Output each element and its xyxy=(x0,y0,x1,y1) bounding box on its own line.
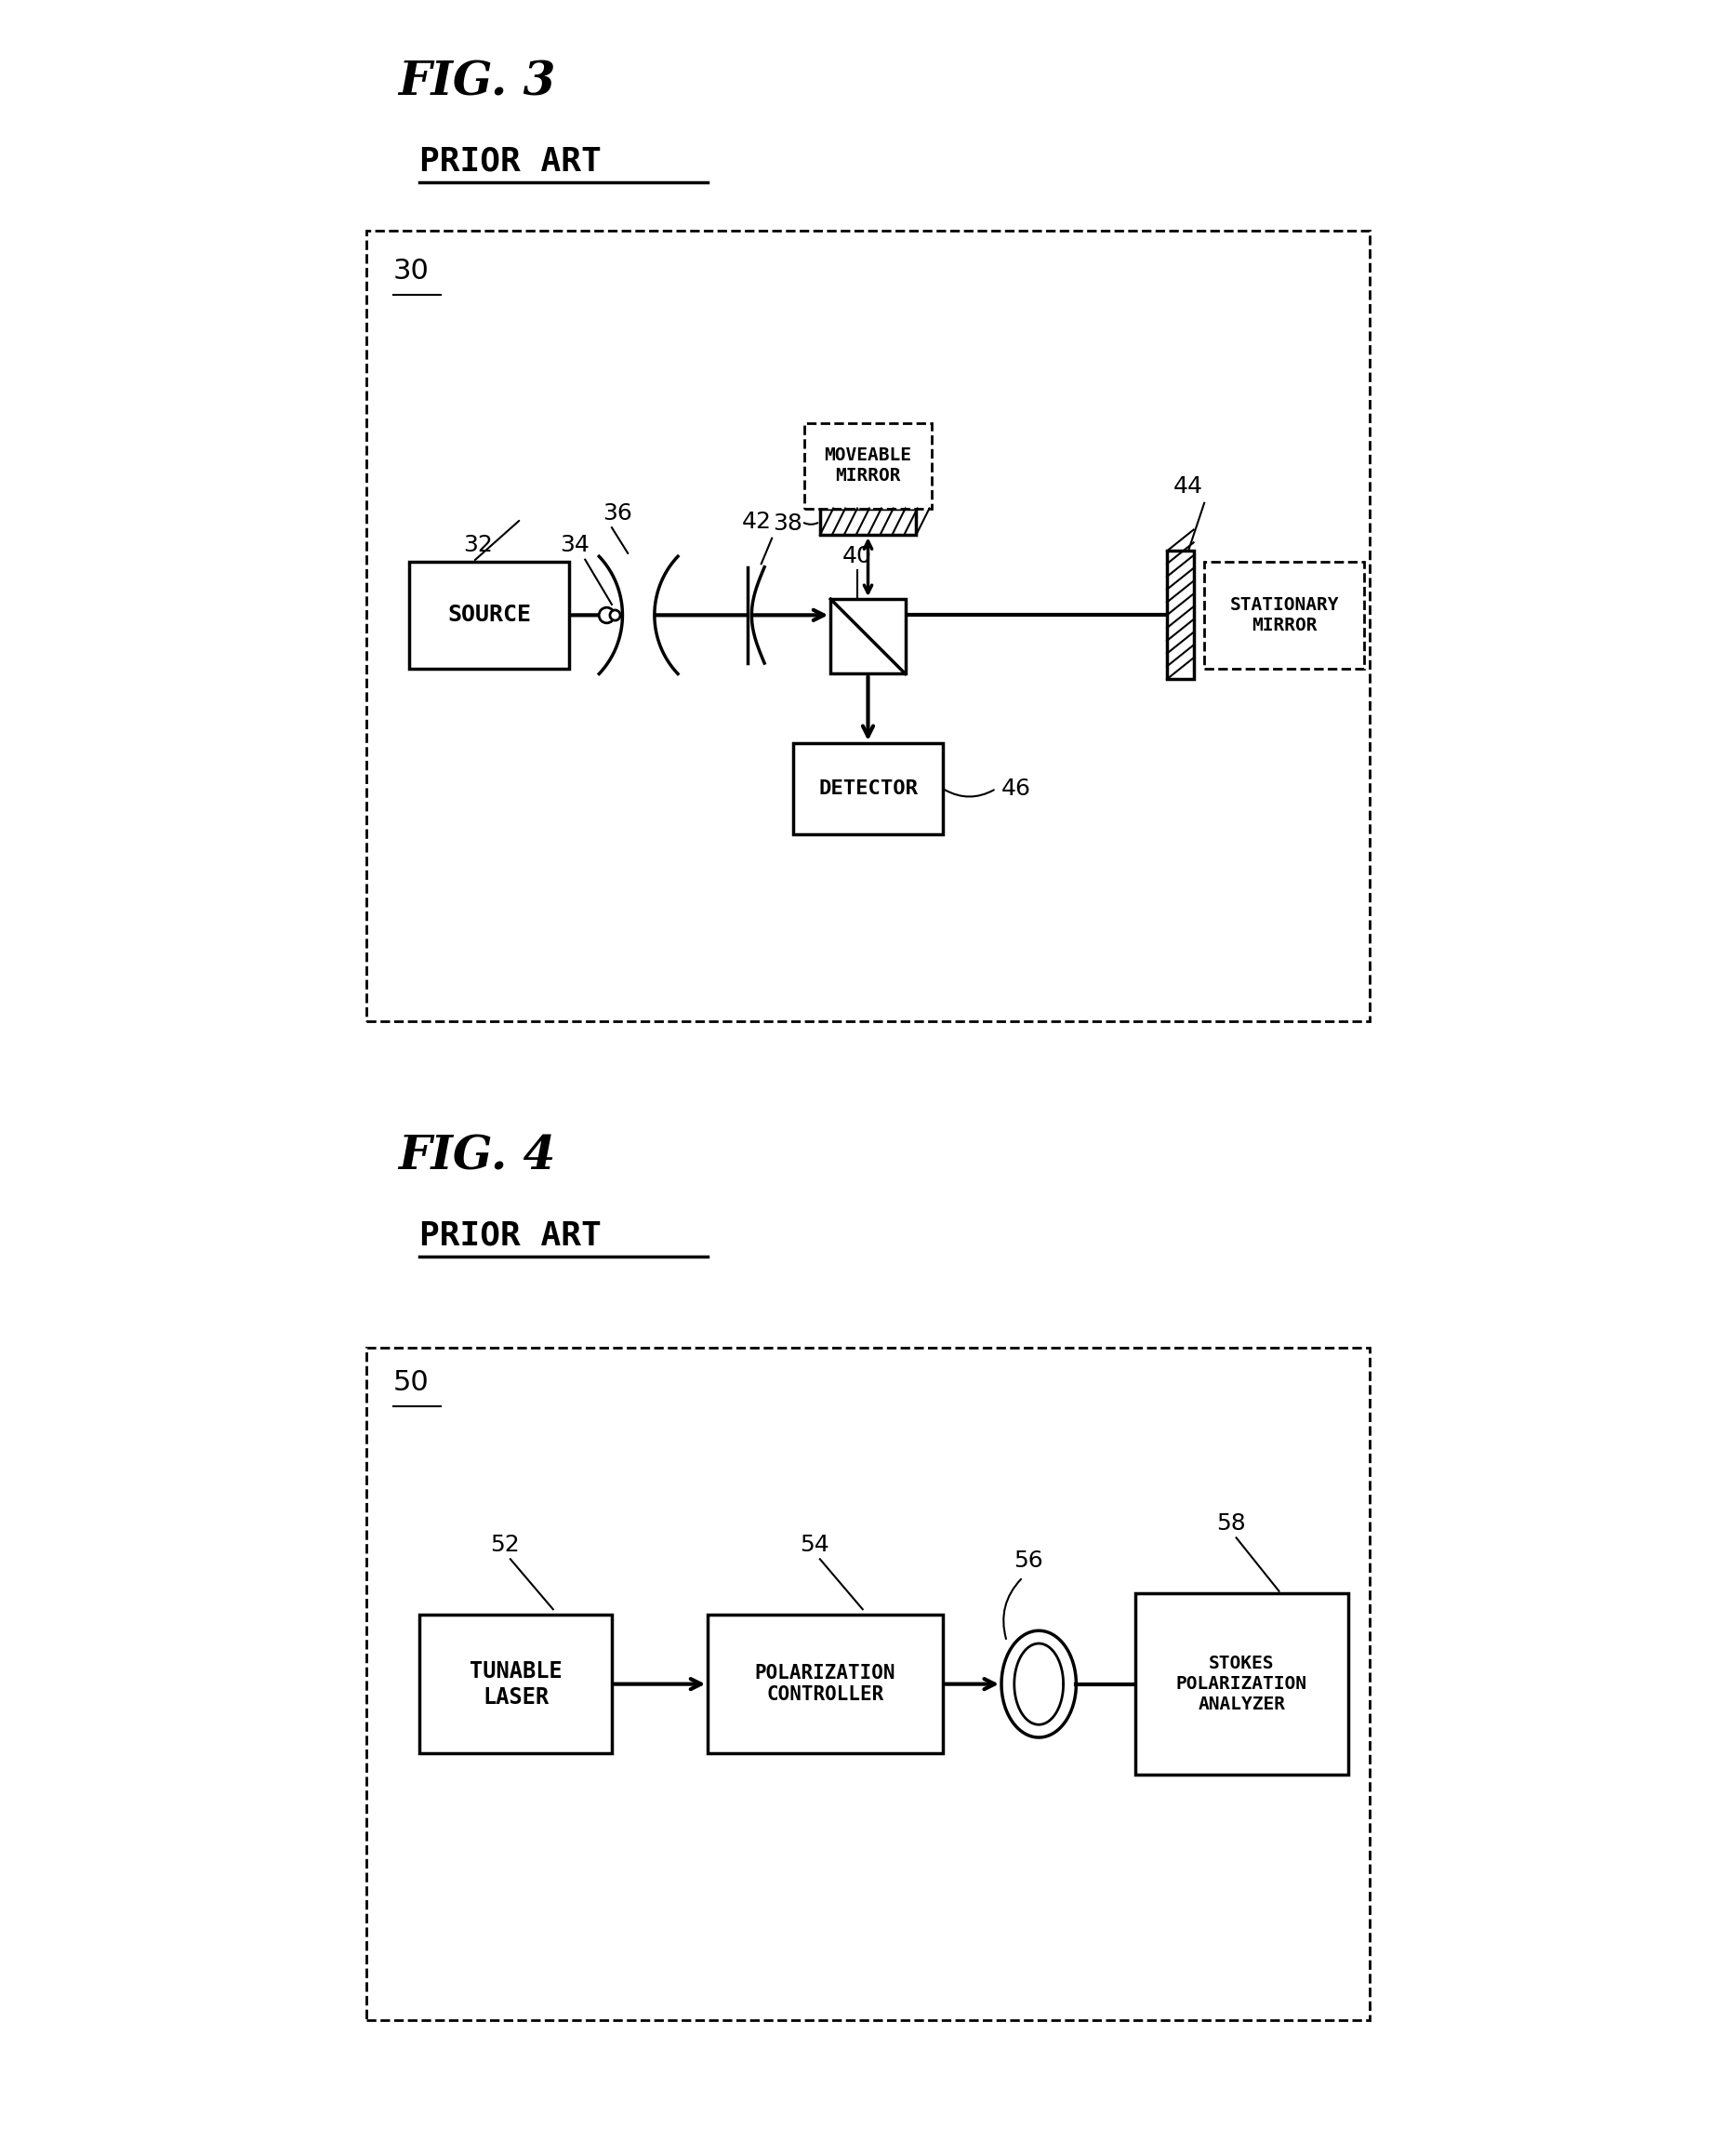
Text: POLARIZATION
CONTROLLER: POLARIZATION CONTROLLER xyxy=(755,1664,896,1705)
Text: 32: 32 xyxy=(464,534,493,556)
Text: 58: 58 xyxy=(1217,1513,1246,1534)
Text: 44: 44 xyxy=(1174,476,1203,498)
Text: 34: 34 xyxy=(559,534,589,556)
Bar xyxy=(420,1614,611,1754)
Text: MOVEABLE
MIRROR: MOVEABLE MIRROR xyxy=(825,446,911,485)
Text: DETECTOR: DETECTOR xyxy=(818,780,918,797)
Text: SOURCE: SOURCE xyxy=(448,603,531,627)
Text: 36: 36 xyxy=(602,502,632,524)
Polygon shape xyxy=(748,567,764,664)
Text: 40: 40 xyxy=(842,545,871,567)
Bar xyxy=(793,743,943,834)
Polygon shape xyxy=(599,556,677,675)
Bar xyxy=(1135,1593,1349,1776)
Text: 54: 54 xyxy=(800,1534,830,1556)
Text: 50: 50 xyxy=(392,1368,429,1396)
Text: FIG. 3: FIG. 3 xyxy=(398,60,556,106)
Text: 56: 56 xyxy=(1014,1549,1043,1571)
Text: STOKES
POLARIZATION
ANALYZER: STOKES POLARIZATION ANALYZER xyxy=(1175,1655,1307,1713)
Text: PRIOR ART: PRIOR ART xyxy=(420,1220,602,1252)
Text: 38: 38 xyxy=(773,513,802,534)
Text: TUNABLE
LASER: TUNABLE LASER xyxy=(469,1659,562,1709)
Bar xyxy=(819,509,917,534)
Text: 52: 52 xyxy=(490,1534,519,1556)
Bar xyxy=(708,1614,943,1754)
Bar xyxy=(1167,552,1194,679)
Text: PRIOR ART: PRIOR ART xyxy=(420,144,602,177)
Text: FIG. 4: FIG. 4 xyxy=(398,1134,556,1179)
Bar xyxy=(1205,562,1364,668)
Bar xyxy=(830,599,906,675)
Text: 30: 30 xyxy=(392,256,429,284)
Text: 46: 46 xyxy=(1002,778,1031,800)
Bar xyxy=(804,422,932,509)
Text: 42: 42 xyxy=(743,511,773,532)
Text: STATIONARY
MIRROR: STATIONARY MIRROR xyxy=(1229,597,1338,634)
Bar xyxy=(410,562,569,668)
